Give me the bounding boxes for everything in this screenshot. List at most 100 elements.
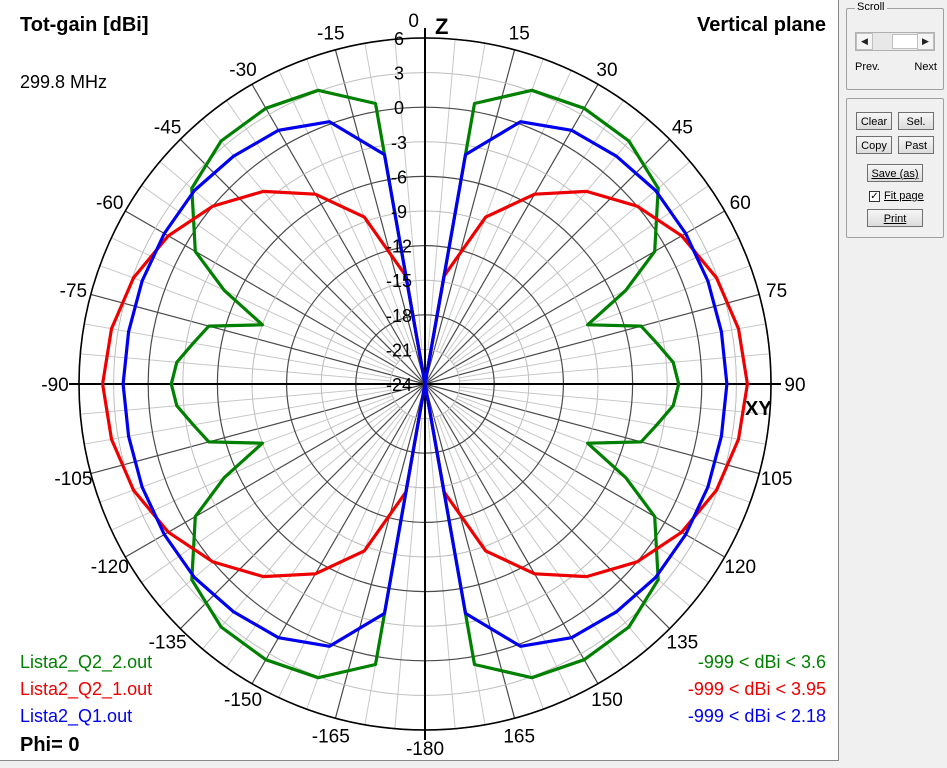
phi-label: Phi= 0: [20, 734, 80, 756]
angle-label: 90: [784, 375, 805, 396]
plot-panel: 0 15 30 45 60 75 90 105 120 135 150 165 -180 -165 -150…: [0, 0, 839, 761]
angle-label: 30: [596, 60, 617, 81]
radial-gridline: [453, 403, 709, 583]
radial-tick-label: -21: [386, 340, 412, 360]
angle-label: 165: [503, 727, 535, 748]
radial-gridline: [436, 58, 544, 352]
radial-gridline: [202, 118, 404, 358]
frequency-label: 299.8 MHz: [20, 72, 108, 92]
angle-label: -105: [54, 469, 92, 490]
fit-page-checkbox[interactable]: ✓: [869, 191, 880, 202]
radial-tick-label: -24: [386, 375, 412, 395]
series-layer: [101, 88, 749, 680]
radial-tick-label: -9: [391, 202, 407, 222]
radial-tick-label: -18: [386, 306, 412, 326]
angle-label: -15: [317, 23, 344, 44]
radial-gridline: [80, 353, 391, 382]
angle-label: -180: [406, 739, 444, 760]
radial-gridline: [446, 410, 648, 650]
radial-gridline: [394, 39, 423, 350]
paste-button[interactable]: Past: [898, 136, 934, 154]
radial-gridline: [458, 389, 766, 445]
grid: [69, 28, 781, 740]
actions-group: Clear Sel. Copy Past Save (as) ✓ Fit pag…: [846, 98, 944, 238]
check-icon: ✓: [870, 191, 879, 202]
radial-gridline: [446, 118, 648, 358]
radial-gridline: [458, 323, 766, 379]
radial-tick-label: -3: [391, 133, 407, 153]
radial-gridline: [159, 405, 399, 607]
range-series-2: -999 < dBi < 3.95: [687, 679, 826, 699]
angle-label: 120: [724, 557, 756, 578]
radial-gridline: [427, 418, 456, 729]
radial-tick-label: -6: [391, 167, 407, 187]
range-series-3: -999 < dBi < 2.18: [687, 706, 826, 726]
radial-gridline: [141, 185, 397, 365]
radial-gridline: [457, 395, 751, 503]
angle-label: -135: [149, 632, 187, 653]
radial-gridline: [456, 398, 739, 531]
radial-gridline: [456, 237, 739, 370]
legend-series-1: Lista2_Q2_2.out: [20, 652, 153, 672]
radial-gridline: [202, 410, 404, 650]
radial-gridline: [306, 416, 414, 710]
radial-gridline: [439, 415, 572, 698]
radial-gridline: [99, 395, 393, 503]
copy-button[interactable]: Copy: [856, 136, 892, 154]
radial-tick-label: 0: [394, 98, 404, 118]
radial-gridline: [306, 58, 414, 352]
radial-gridline: [84, 389, 392, 445]
angle-label: -150: [224, 690, 262, 711]
angle-label: -90: [41, 375, 68, 396]
radial-gridline: [457, 265, 751, 373]
radial-gridline: [439, 70, 572, 353]
plane-label: Vertical plane: [697, 14, 826, 36]
tick-labels: 0153045607590105120135150165-180-165-150…: [41, 11, 805, 760]
select-button[interactable]: Sel.: [898, 112, 934, 130]
radial-gridline: [451, 161, 691, 363]
prev-label: Prev.: [855, 61, 880, 73]
angle-label: -45: [154, 118, 181, 139]
series-line-3: [121, 120, 729, 648]
chevron-left-icon[interactable]: ◀: [856, 33, 873, 50]
radial-gridline: [427, 39, 456, 350]
radial-gridline: [278, 415, 411, 698]
clear-button[interactable]: Clear: [856, 112, 892, 130]
chevron-right-icon[interactable]: ▶: [917, 33, 934, 50]
radial-gridline: [99, 265, 393, 373]
radial-gridline: [453, 185, 709, 365]
fit-page-label[interactable]: Fit page: [884, 190, 924, 202]
angle-label: 0: [408, 11, 419, 32]
radial-gridline: [436, 416, 544, 710]
angle-label: 150: [591, 690, 623, 711]
radial-gridline: [159, 161, 399, 363]
radial-gridline: [111, 398, 394, 531]
radial-tick-label: 3: [394, 64, 404, 84]
angle-label: -165: [312, 727, 350, 748]
radial-tick-label: -15: [386, 271, 412, 291]
angle-label: 60: [730, 193, 751, 214]
angle-label: -120: [91, 557, 129, 578]
scrollbar[interactable]: ◀ ▶: [855, 32, 935, 51]
angle-label: -30: [229, 60, 256, 81]
angle-label: 135: [667, 632, 699, 653]
radial-gridline: [84, 323, 392, 379]
radial-gridline: [459, 386, 770, 415]
scrollbar-thumb[interactable]: [892, 34, 918, 49]
angle-label: -60: [96, 193, 123, 214]
radial-gridline: [278, 70, 411, 353]
scroll-group: Scroll ◀ ▶ Prev. Next: [846, 1, 944, 90]
legend-series-2: Lista2_Q2_1.out: [20, 679, 153, 699]
chart-title: Tot-gain [dBi]: [20, 14, 149, 36]
next-label: Next: [914, 61, 937, 73]
radial-gridline: [451, 405, 691, 607]
radial-tick-label: -12: [386, 237, 412, 257]
print-button[interactable]: Print: [867, 209, 923, 227]
range-series-1: -999 < dBi < 3.6: [697, 652, 826, 672]
scroll-group-title: Scroll: [855, 1, 887, 13]
legend-series-3: Lista2_Q1.out: [20, 706, 133, 726]
radial-gridline: [141, 403, 397, 583]
save-button[interactable]: Save (as): [867, 164, 923, 182]
angle-label: 45: [672, 118, 693, 139]
angle-label: -75: [60, 281, 87, 302]
